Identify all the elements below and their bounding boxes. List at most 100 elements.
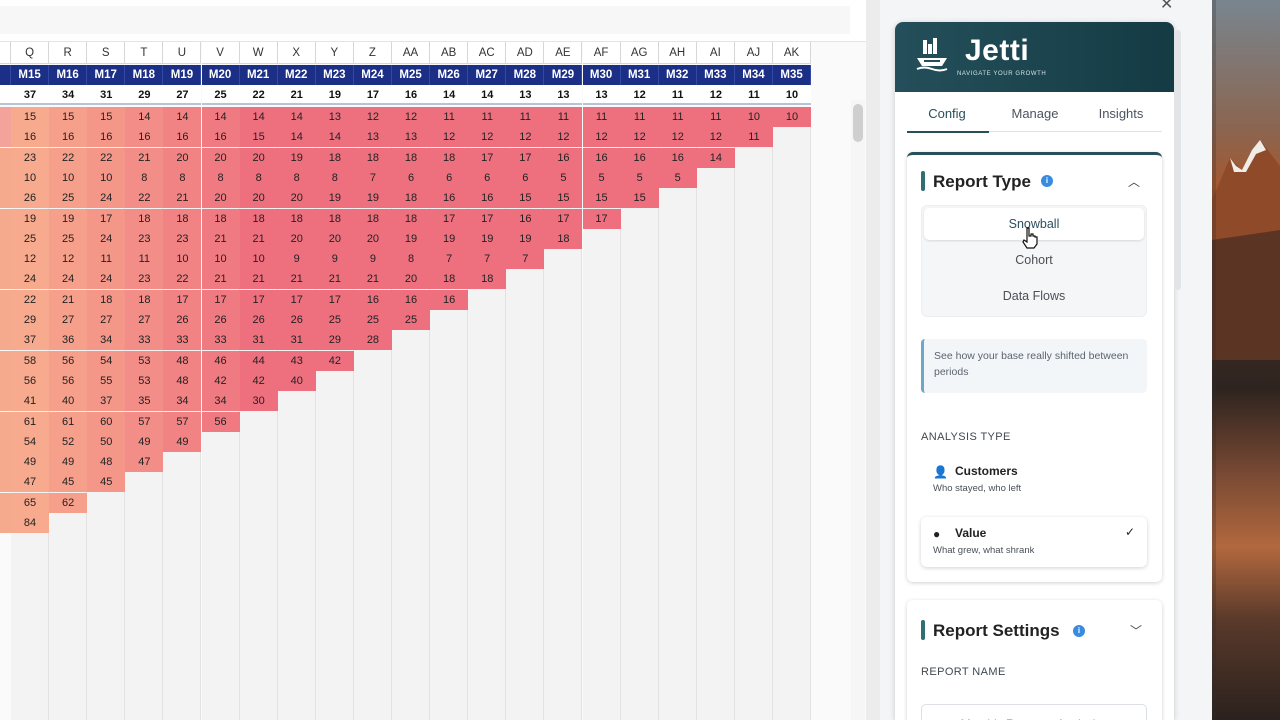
table-cell[interactable]: 10 xyxy=(163,249,202,270)
table-cell[interactable]: 12 xyxy=(506,127,545,148)
table-cell[interactable] xyxy=(0,472,11,493)
table-cell[interactable]: 8 xyxy=(201,167,240,188)
table-cell[interactable]: 25 xyxy=(315,310,354,330)
table-cell[interactable]: 60 xyxy=(87,411,126,432)
close-icon[interactable]: ✕ xyxy=(1160,0,1174,13)
table-cell[interactable]: 20 xyxy=(163,147,202,168)
table-cell[interactable]: 27 xyxy=(125,310,164,330)
table-cell[interactable]: 62 xyxy=(49,492,88,513)
report-name-input[interactable] xyxy=(921,704,1147,720)
table-cell[interactable]: 5 xyxy=(658,167,697,188)
table-cell[interactable]: 8 xyxy=(392,249,431,270)
table-cell[interactable] xyxy=(0,452,11,473)
table-cell[interactable]: 55 xyxy=(87,370,126,391)
table-cell[interactable]: 18 xyxy=(163,208,202,229)
info-icon[interactable]: i xyxy=(1073,625,1085,637)
table-cell[interactable]: 10 xyxy=(201,249,240,270)
table-cell[interactable]: 20 xyxy=(277,228,316,249)
table-cell[interactable]: 16 xyxy=(506,208,545,229)
table-cell[interactable]: 16 xyxy=(430,188,469,209)
table-cell[interactable]: 7 xyxy=(506,249,545,270)
table-cell[interactable]: 57 xyxy=(125,411,164,432)
table-cell[interactable]: 14 xyxy=(125,107,164,127)
table-cell[interactable]: 16 xyxy=(87,127,126,148)
table-cell[interactable]: 26 xyxy=(201,310,240,330)
table-cell[interactable]: 27 xyxy=(87,310,126,330)
table-cell[interactable] xyxy=(0,208,11,229)
table-cell[interactable]: 10 xyxy=(11,167,50,188)
table-cell[interactable]: 11 xyxy=(734,127,773,148)
table-cell[interactable]: 11 xyxy=(658,107,697,127)
table-cell[interactable]: 61 xyxy=(11,411,50,432)
table-cell[interactable]: 13 xyxy=(353,127,392,148)
table-cell[interactable] xyxy=(0,391,11,412)
table-cell[interactable]: 12 xyxy=(658,127,697,148)
table-cell[interactable]: 22 xyxy=(125,188,164,209)
table-cell[interactable]: 21 xyxy=(239,228,278,249)
table-cell[interactable]: 16 xyxy=(392,289,431,310)
table-cell[interactable]: 18 xyxy=(277,208,316,229)
table-cell[interactable]: 27 xyxy=(49,310,88,330)
table-cell[interactable]: 84 xyxy=(11,513,50,533)
table-cell[interactable] xyxy=(0,147,11,168)
table-cell[interactable]: 49 xyxy=(11,452,50,473)
table-cell[interactable]: 17 xyxy=(201,289,240,310)
table-cell[interactable]: 16 xyxy=(620,147,659,168)
table-cell[interactable]: 18 xyxy=(315,208,354,229)
table-cell[interactable]: 17 xyxy=(468,208,507,229)
table-cell[interactable]: 18 xyxy=(239,208,278,229)
table-cell[interactable]: 25 xyxy=(392,310,431,330)
table-cell[interactable]: 6 xyxy=(468,167,507,188)
table-cell[interactable]: 22 xyxy=(163,269,202,290)
table-cell[interactable]: 11 xyxy=(582,107,621,127)
table-cell[interactable]: 20 xyxy=(392,269,431,290)
table-cell[interactable]: 43 xyxy=(277,350,316,371)
table-cell[interactable]: 21 xyxy=(49,289,88,310)
table-cell[interactable]: 12 xyxy=(353,107,392,127)
table-cell[interactable]: 18 xyxy=(544,228,583,249)
option-cohort[interactable]: Cohort xyxy=(1015,253,1053,267)
table-cell[interactable]: 11 xyxy=(430,107,469,127)
table-cell[interactable]: 24 xyxy=(87,269,126,290)
table-cell[interactable]: 33 xyxy=(201,330,240,351)
table-cell[interactable]: 34 xyxy=(163,391,202,412)
table-cell[interactable]: 15 xyxy=(87,107,126,127)
table-cell[interactable]: 8 xyxy=(315,167,354,188)
table-cell[interactable]: 10 xyxy=(773,107,812,127)
table-cell[interactable]: 34 xyxy=(201,391,240,412)
table-cell[interactable]: 22 xyxy=(49,147,88,168)
table-cell[interactable]: 45 xyxy=(87,472,126,493)
table-cell[interactable]: 10 xyxy=(87,167,126,188)
table-cell[interactable]: 14 xyxy=(696,147,735,168)
table-cell[interactable]: 14 xyxy=(201,107,240,127)
table-cell[interactable]: 14 xyxy=(239,107,278,127)
table-cell[interactable]: 28 xyxy=(353,330,392,351)
table-cell[interactable]: 35 xyxy=(125,391,164,412)
table-cell[interactable]: 37 xyxy=(11,330,50,351)
table-cell[interactable]: 8 xyxy=(125,167,164,188)
table-cell[interactable]: 56 xyxy=(49,350,88,371)
table-cell[interactable]: 20 xyxy=(353,228,392,249)
table-cell[interactable]: 17 xyxy=(582,208,621,229)
table-cell[interactable]: 16 xyxy=(11,127,50,148)
table-cell[interactable]: 17 xyxy=(506,147,545,168)
table-cell[interactable]: 49 xyxy=(49,452,88,473)
table-cell[interactable]: 14 xyxy=(277,127,316,148)
table-cell[interactable]: 16 xyxy=(468,188,507,209)
table-cell[interactable]: 20 xyxy=(239,188,278,209)
table-cell[interactable]: 7 xyxy=(353,167,392,188)
table-cell[interactable]: 10 xyxy=(49,167,88,188)
table-cell[interactable]: 53 xyxy=(125,370,164,391)
table-cell[interactable]: 7 xyxy=(430,249,469,270)
table-cell[interactable]: 48 xyxy=(87,452,126,473)
table-cell[interactable]: 47 xyxy=(11,472,50,493)
table-cell[interactable]: 12 xyxy=(11,249,50,270)
table-cell[interactable]: 45 xyxy=(49,472,88,493)
table-cell[interactable]: 19 xyxy=(49,208,88,229)
table-cell[interactable]: 17 xyxy=(315,289,354,310)
table-cell[interactable]: 12 xyxy=(430,127,469,148)
table-cell[interactable]: 12 xyxy=(544,127,583,148)
table-cell[interactable]: 16 xyxy=(430,289,469,310)
table-cell[interactable]: 18 xyxy=(392,208,431,229)
table-cell[interactable]: 11 xyxy=(125,249,164,270)
